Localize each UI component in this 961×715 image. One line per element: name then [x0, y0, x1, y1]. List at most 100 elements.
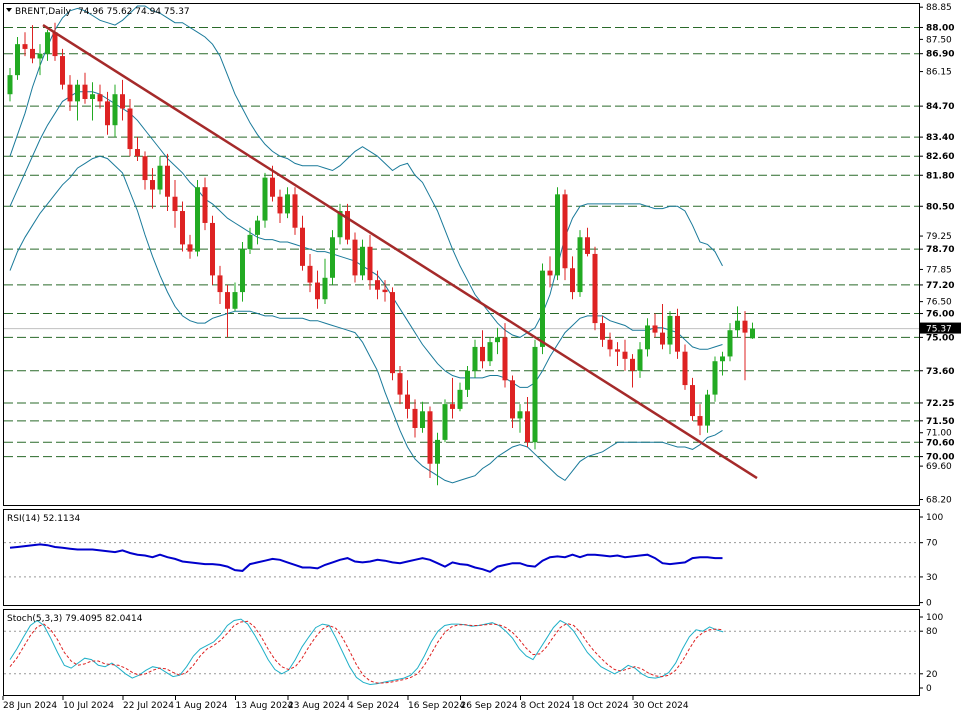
candle-body — [352, 239, 358, 276]
candle-body — [427, 411, 433, 464]
x-tick-label: 8 Oct 2024 — [521, 701, 571, 711]
candle — [510, 375, 515, 428]
candle — [682, 344, 688, 390]
candle — [225, 284, 230, 338]
candle-body — [52, 32, 58, 57]
candle — [652, 313, 658, 338]
candle — [720, 351, 725, 376]
level-label: 75.00 — [926, 333, 954, 343]
stoch-main-line — [9, 618, 724, 686]
candle — [22, 32, 28, 57]
candle — [607, 332, 613, 357]
candle — [600, 315, 605, 347]
candle — [60, 48, 65, 90]
x-tick-label: 22 Jul 2024 — [123, 701, 174, 711]
candle — [405, 380, 410, 419]
candle — [397, 365, 403, 405]
candle-body — [540, 270, 545, 347]
candle — [420, 401, 425, 433]
candle — [352, 232, 358, 283]
candle — [157, 156, 163, 195]
candle — [37, 44, 43, 76]
candle-body — [60, 56, 65, 85]
candle-body — [735, 320, 740, 331]
candle-body — [225, 292, 230, 309]
candle-body — [150, 180, 155, 190]
level-label: 83.40 — [926, 133, 954, 143]
stoch-y-label: 20 — [926, 670, 938, 680]
candle-body — [592, 253, 598, 324]
candle — [90, 82, 95, 121]
candle — [150, 168, 155, 209]
candle-body — [397, 373, 403, 395]
x-tick-label: 13 Aug 2024 — [236, 701, 294, 711]
candle — [360, 239, 365, 281]
candle — [262, 172, 268, 228]
candle — [705, 389, 710, 433]
rsi-line — [9, 543, 723, 573]
level-label: 84.70 — [926, 102, 954, 112]
candle-body — [577, 237, 583, 293]
candle — [97, 84, 103, 109]
candle-body — [232, 292, 238, 309]
candle-body — [645, 325, 650, 350]
candle — [52, 22, 58, 61]
upper-band — [9, 5, 723, 338]
candle-body — [270, 177, 275, 197]
candle — [172, 180, 178, 228]
candle-body — [532, 346, 538, 443]
candle — [675, 308, 680, 359]
candle-body — [457, 389, 463, 409]
candle-body — [405, 394, 410, 409]
candle-body — [22, 44, 28, 49]
candle-body — [547, 270, 553, 276]
candle — [307, 253, 313, 293]
candle — [562, 189, 568, 281]
candle-body — [667, 315, 673, 345]
candle — [547, 256, 553, 288]
candle — [165, 153, 170, 212]
level-label: 86.90 — [926, 50, 954, 60]
candle — [495, 327, 500, 355]
candle-body — [135, 149, 140, 157]
candle-body — [120, 94, 125, 109]
candle — [570, 256, 575, 300]
candle — [292, 187, 298, 235]
stoch-y-label: 0 — [926, 684, 932, 694]
candle-body — [75, 84, 80, 102]
chart-header[interactable]: BRENT,Daily 74.96 75.62 74.94 75.37 — [6, 7, 190, 17]
candle-body — [367, 246, 373, 281]
candle-body — [510, 380, 515, 419]
candle-body — [697, 416, 703, 426]
candle-body — [480, 346, 485, 362]
candle — [82, 72, 88, 104]
candle-body — [172, 196, 178, 212]
candlesticks — [7, 22, 755, 486]
rsi-y-label: 30 — [926, 573, 938, 583]
y-tick-label: 88.85 — [926, 3, 952, 13]
level-label: 88.00 — [926, 23, 954, 33]
candle — [345, 203, 350, 245]
stoch-panel — [3, 609, 920, 696]
candle — [727, 323, 733, 362]
dropdown-arrow-icon[interactable] — [6, 8, 12, 12]
candle-body — [720, 356, 725, 362]
last-price-label: 75.37 — [926, 325, 952, 335]
x-tick-label: 16 Sep 2024 — [408, 701, 465, 711]
candle-body — [712, 361, 718, 395]
y-tick-label: 71.00 — [926, 429, 952, 439]
candle — [255, 215, 260, 245]
candle — [517, 404, 523, 433]
candle — [667, 311, 673, 355]
candle — [735, 306, 740, 338]
x-tick-label: 28 Jun 2024 — [3, 701, 57, 711]
candle-body — [345, 211, 350, 240]
candle — [532, 339, 538, 450]
trendline — [42, 24, 758, 480]
candle — [45, 29, 50, 61]
candle — [247, 227, 253, 254]
candle-body — [217, 275, 223, 293]
candle-body — [195, 187, 200, 252]
candle — [67, 75, 73, 111]
